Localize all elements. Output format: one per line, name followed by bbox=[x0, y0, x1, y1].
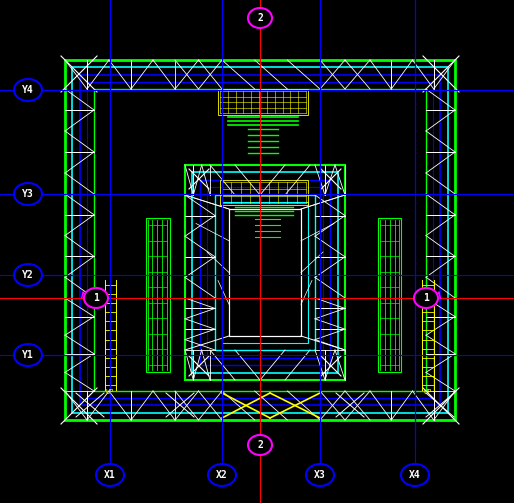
Bar bbox=[220, 180, 308, 205]
Ellipse shape bbox=[306, 464, 334, 486]
Ellipse shape bbox=[96, 464, 124, 486]
Bar bbox=[200, 180, 330, 365]
Ellipse shape bbox=[401, 464, 429, 486]
Bar bbox=[65, 60, 455, 420]
Bar bbox=[378, 218, 401, 372]
Text: X4: X4 bbox=[409, 470, 421, 480]
Text: Y4: Y4 bbox=[22, 85, 34, 95]
Text: UP: UP bbox=[424, 389, 432, 395]
Bar bbox=[94, 89, 426, 391]
Bar bbox=[207, 187, 323, 358]
Ellipse shape bbox=[14, 79, 42, 101]
Bar bbox=[215, 195, 315, 350]
Text: Y3: Y3 bbox=[22, 189, 34, 199]
Ellipse shape bbox=[248, 8, 272, 28]
Bar bbox=[192, 172, 338, 373]
Bar bbox=[218, 89, 308, 115]
Text: X2: X2 bbox=[216, 470, 228, 480]
Ellipse shape bbox=[84, 288, 108, 308]
Bar bbox=[72, 67, 448, 413]
Ellipse shape bbox=[248, 435, 272, 455]
Text: UP: UP bbox=[106, 389, 114, 395]
Bar bbox=[229, 209, 301, 336]
Bar bbox=[80, 75, 440, 405]
Text: 2: 2 bbox=[257, 13, 263, 23]
Text: X1: X1 bbox=[104, 470, 116, 480]
Text: 2: 2 bbox=[257, 440, 263, 450]
Ellipse shape bbox=[14, 344, 42, 366]
Text: Y1: Y1 bbox=[22, 350, 34, 360]
Ellipse shape bbox=[14, 183, 42, 205]
Ellipse shape bbox=[14, 264, 42, 286]
Text: Y2: Y2 bbox=[22, 270, 34, 280]
Ellipse shape bbox=[414, 288, 438, 308]
Bar bbox=[185, 165, 345, 380]
Bar bbox=[87, 82, 433, 398]
Bar bbox=[146, 218, 170, 372]
Bar bbox=[229, 209, 301, 336]
Text: 1: 1 bbox=[423, 293, 429, 303]
Text: X3: X3 bbox=[314, 470, 326, 480]
Text: 1: 1 bbox=[93, 293, 99, 303]
Ellipse shape bbox=[208, 464, 236, 486]
Bar bbox=[222, 202, 308, 343]
